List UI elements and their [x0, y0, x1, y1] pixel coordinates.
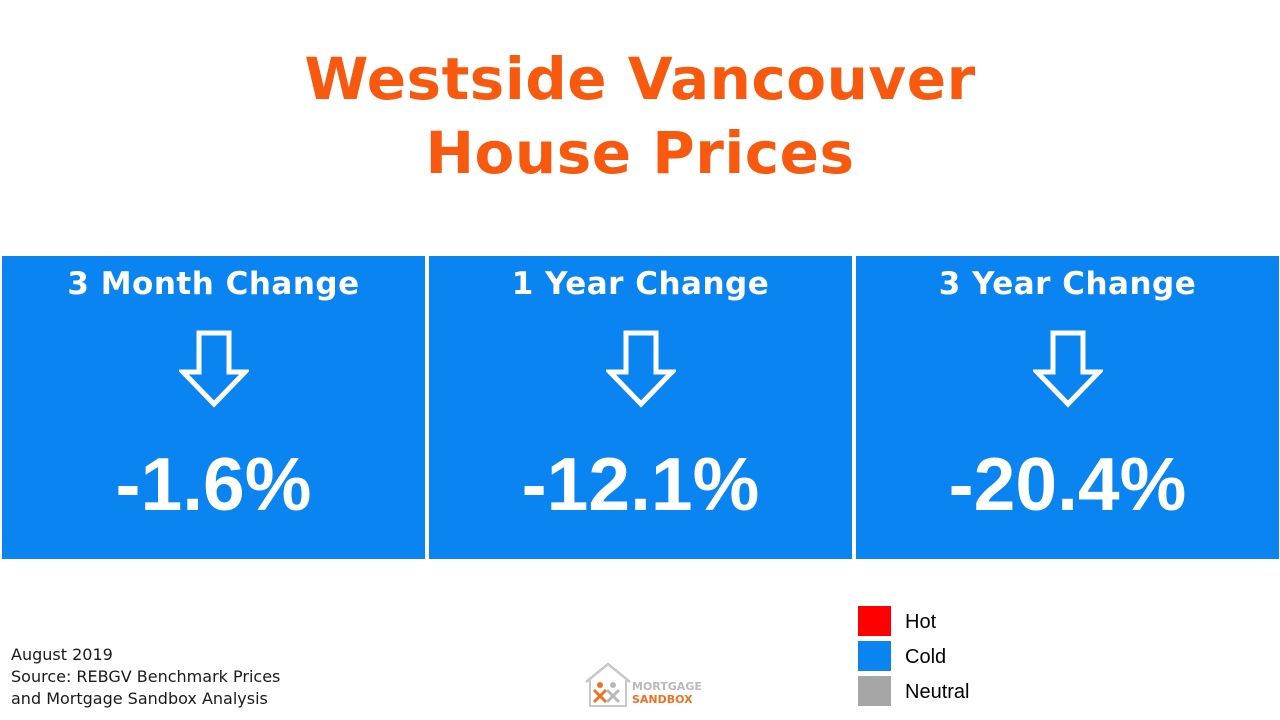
down-arrow-icon [178, 330, 249, 408]
legend-swatch-cold [858, 641, 891, 671]
source-line: and Mortgage Sandbox Analysis [11, 689, 268, 708]
source-note: August 2019 Source: REBGV Benchmark Pric… [11, 644, 280, 710]
legend-label: Hot [905, 611, 937, 633]
source-line: Source: REBGV Benchmark Prices [11, 667, 281, 686]
logo-line-1: MORTGAGE [632, 680, 702, 693]
legend-label: Neutral [905, 681, 970, 703]
down-arrow-icon [605, 330, 676, 408]
page-title: Westside Vancouver House Prices [0, 42, 1280, 190]
logo-line-2: SANDBOX [632, 693, 693, 706]
panel-value: -20.4% [948, 442, 1187, 526]
panel-3-month-change: 3 Month Change -1.6% [2, 256, 425, 559]
legend-swatch-neutral [858, 676, 891, 706]
title-line-2: House Prices [425, 119, 855, 187]
down-arrow-icon [1032, 330, 1103, 408]
panel-1-year-change: 1 Year Change -12.1% [429, 256, 852, 559]
panel-heading: 3 Year Change [938, 266, 1197, 302]
panel-value: -12.1% [521, 442, 760, 526]
panel-value: -1.6% [115, 442, 312, 526]
panel-3-year-change: 3 Year Change -20.4% [856, 256, 1279, 559]
legend-label: Cold [905, 646, 947, 668]
logo-wordmark: MORTGAGE SANDBOX [632, 680, 702, 706]
legend-swatch-hot [858, 606, 891, 636]
mortgage-sandbox-logo-icon [585, 662, 631, 707]
panel-heading: 3 Month Change [67, 266, 360, 302]
change-panels: 3 Month Change -1.6% 1 Year Change -12.1… [2, 256, 1279, 559]
source-date: August 2019 [11, 645, 113, 664]
title-line-1: Westside Vancouver [304, 45, 976, 113]
panel-heading: 1 Year Change [511, 266, 770, 302]
